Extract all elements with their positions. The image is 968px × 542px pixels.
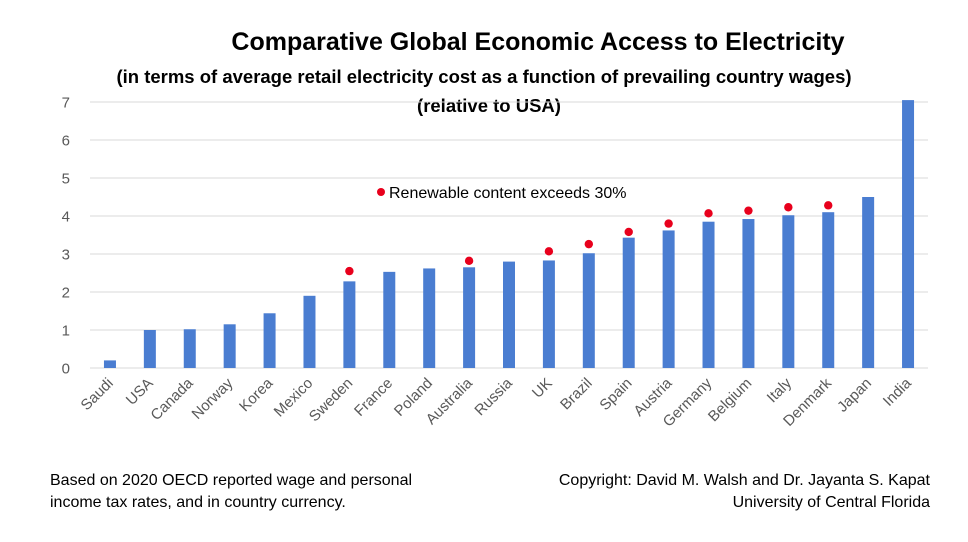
marker-australia: [464, 256, 474, 266]
source-note: Based on 2020 OECD reported wage and per…: [50, 470, 412, 514]
x-tick-label-canada: Canada: [147, 374, 197, 424]
chart-title: Comparative Global Economic Access to El…: [231, 28, 845, 56]
marker-italy: [784, 203, 793, 212]
y-tick-label: 3: [62, 247, 70, 264]
marker-uk: [544, 247, 554, 256]
renewable-markers: [345, 201, 833, 276]
x-tick-label-uk: UK: [529, 375, 556, 402]
bar-canada: [183, 329, 196, 368]
x-tick-label-belgium: Belgium: [705, 375, 755, 425]
x-tick-label-france: France: [351, 375, 396, 420]
x-tick-label-japan: Japan: [834, 375, 875, 416]
marker-sweden: [345, 266, 354, 276]
bar-korea: [263, 313, 276, 368]
legend-marker-icon: [377, 188, 385, 196]
copyright-line-1: Copyright: David M. Walsh and Dr. Jayant…: [558, 472, 930, 489]
x-tick-label-russia: Russia: [471, 374, 516, 419]
chart-subtitle-2: (relative to USA): [417, 95, 561, 116]
bar-poland: [423, 268, 436, 368]
source-note-line-2: income tax rates, and in country currenc…: [50, 494, 346, 511]
marker-brazil: [584, 239, 594, 249]
bar-sweden: [343, 281, 356, 368]
bar-uk: [542, 260, 555, 368]
x-tick-label-brazil: Brazil: [557, 375, 596, 414]
bar-usa: [143, 330, 156, 368]
bars: [103, 100, 915, 368]
bar-belgium: [742, 219, 755, 368]
y-tick-label: 2: [62, 285, 70, 302]
bar-italy: [782, 215, 795, 368]
bar-mexico: [303, 295, 316, 368]
y-tick-label: 7: [62, 95, 70, 112]
y-axis-ticks: 0 1 2 3 4 5 6 7: [62, 95, 70, 378]
bar-spain: [622, 237, 635, 368]
legend: Renewable content exceeds 30%: [377, 185, 627, 202]
y-tick-label: 5: [62, 171, 70, 188]
bar-australia: [463, 267, 476, 368]
bar-germany: [702, 221, 715, 368]
legend-label: Renewable content exceeds 30%: [389, 185, 627, 202]
bar-norway: [223, 324, 236, 368]
source-note-line-1: Based on 2020 OECD reported wage and per…: [50, 472, 413, 489]
y-tick-label: 4: [62, 209, 70, 226]
bar-brazil: [582, 253, 595, 368]
chart-subtitle-1: (in terms of average retail electricity …: [116, 66, 852, 87]
y-tick-label: 1: [62, 323, 70, 340]
copyright-line-2: University of Central Florida: [732, 494, 930, 511]
bar-india: [902, 100, 915, 368]
marker-denmark: [824, 201, 833, 210]
marker-spain: [624, 227, 633, 237]
marker-austria: [664, 219, 673, 228]
bar-denmark: [822, 212, 835, 368]
x-tick-label-norway: Norway: [189, 374, 237, 422]
bar-france: [383, 271, 396, 368]
x-tick-label-usa: USA: [123, 375, 157, 409]
marker-belgium: [744, 206, 753, 215]
x-tick-label-sweden: Sweden: [306, 375, 356, 425]
bar-russia: [503, 261, 515, 368]
x-tick-label-italy: Italy: [764, 374, 796, 406]
bar-japan: [862, 197, 875, 368]
x-tick-label-saudi: Saudi: [78, 375, 117, 414]
marker-germany: [704, 209, 713, 218]
copyright-note: Copyright: David M. Walsh and Dr. Jayant…: [559, 470, 930, 514]
bar-austria: [662, 230, 675, 368]
bar-saudi: [103, 360, 116, 368]
y-tick-label: 6: [62, 133, 70, 150]
y-tick-label: 0: [62, 361, 70, 378]
x-tick-label-india: India: [880, 374, 915, 409]
